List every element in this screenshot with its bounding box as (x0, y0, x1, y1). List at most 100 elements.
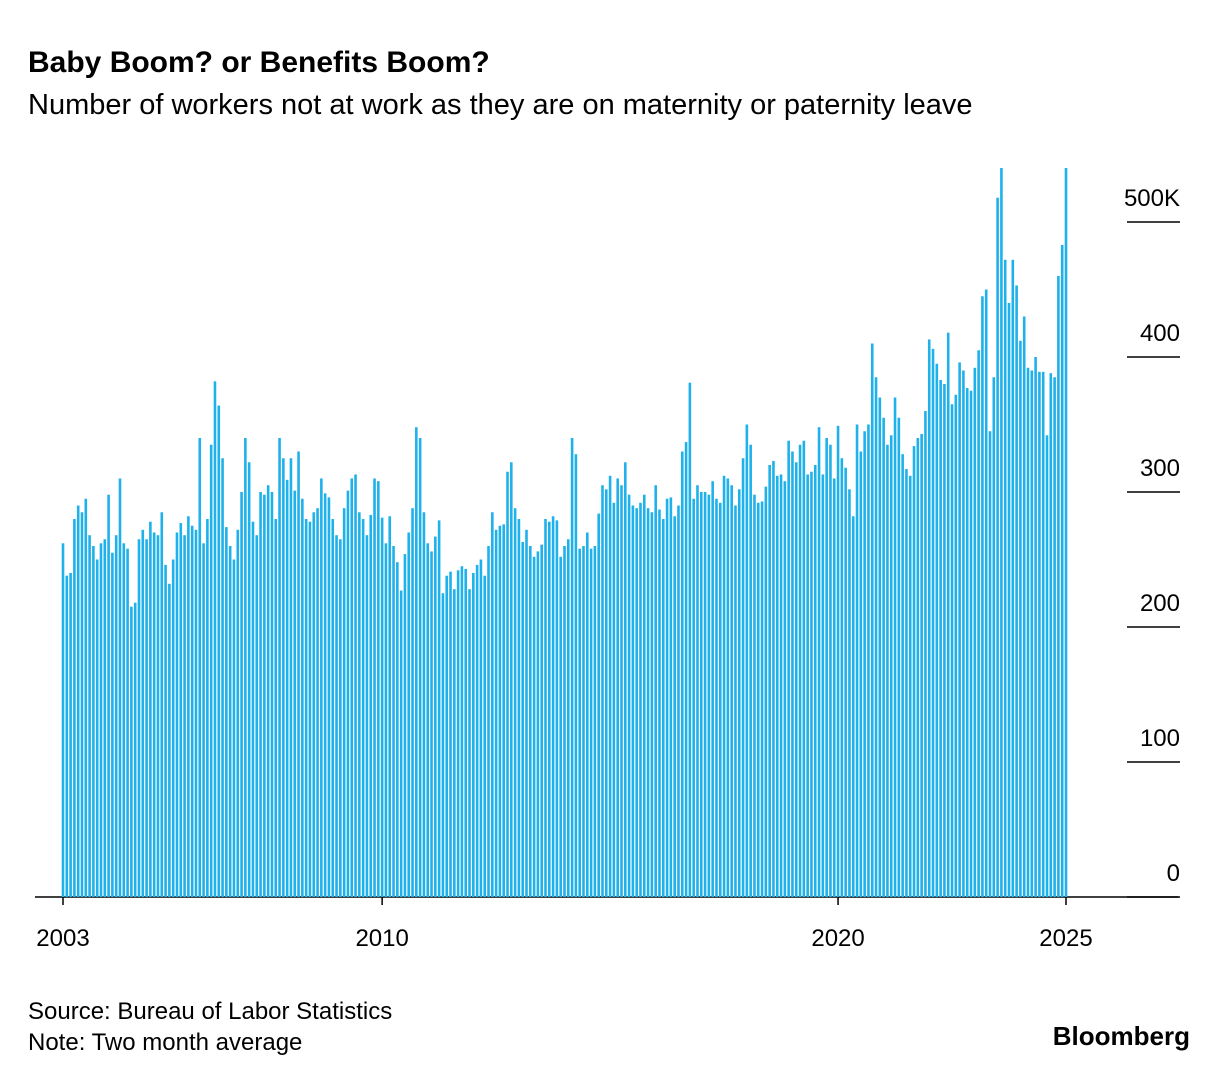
bar (92, 546, 95, 897)
bar (133, 602, 137, 897)
bar (403, 554, 407, 897)
bar (323, 493, 327, 897)
bar (582, 546, 585, 897)
bar (498, 525, 502, 897)
bar (779, 474, 783, 897)
bar (589, 548, 593, 897)
bar (817, 427, 821, 897)
bar (316, 508, 319, 897)
bar (920, 433, 923, 897)
bar (559, 556, 563, 897)
bar (848, 489, 851, 897)
bar (905, 469, 908, 897)
bar (764, 486, 768, 897)
bar (601, 485, 604, 897)
bar (1064, 168, 1068, 897)
bar (282, 458, 285, 897)
bar (874, 377, 878, 897)
bar (825, 438, 828, 897)
bar (646, 508, 650, 897)
bar (118, 478, 122, 897)
bar (718, 502, 722, 897)
bar (981, 296, 984, 897)
bar (696, 485, 699, 897)
bar (73, 519, 76, 897)
bar (244, 438, 247, 897)
bar (228, 546, 232, 897)
bar (631, 505, 635, 897)
bar (992, 377, 996, 897)
bar (878, 397, 882, 897)
bar (958, 362, 961, 897)
bar (202, 543, 205, 897)
bar (304, 519, 308, 897)
bar (84, 498, 88, 897)
bar (703, 492, 707, 897)
bar (939, 379, 942, 897)
bar (544, 519, 547, 897)
bar (791, 451, 794, 897)
bar (152, 532, 156, 897)
bar (859, 451, 863, 897)
bar (555, 520, 559, 897)
bar (130, 606, 133, 897)
bar (1049, 373, 1053, 897)
bar (320, 478, 323, 897)
bar (301, 498, 304, 897)
bar (597, 513, 600, 897)
bar (460, 566, 464, 897)
bar (722, 475, 726, 897)
bar (540, 544, 544, 897)
bar (1057, 276, 1060, 897)
bar (798, 444, 802, 897)
bar (1045, 435, 1049, 897)
bar (521, 541, 525, 897)
bar (943, 384, 946, 897)
y-tick-label: 0 (1167, 860, 1180, 887)
bar (525, 529, 528, 897)
bar (851, 516, 855, 897)
bar (726, 478, 730, 897)
bar (1026, 367, 1030, 897)
bar (563, 546, 566, 897)
bar (912, 446, 916, 897)
bar (965, 388, 969, 897)
bar (673, 516, 676, 897)
chart-subtitle: Number of workers not at work as they ar… (28, 89, 973, 121)
bar (107, 494, 110, 897)
bar (946, 332, 950, 897)
bar (787, 440, 790, 897)
bar (510, 462, 513, 897)
bar (365, 535, 369, 897)
bar (658, 509, 661, 897)
bar (339, 539, 342, 897)
bar (699, 492, 703, 897)
bar (627, 494, 631, 897)
bar (468, 589, 471, 897)
bar (969, 390, 973, 897)
bar (1053, 377, 1056, 897)
bar (1060, 244, 1064, 897)
bar (753, 494, 756, 897)
bar (616, 478, 619, 897)
bar (175, 532, 179, 897)
x-tick-label: 2025 (1039, 925, 1092, 952)
bar (392, 546, 395, 897)
bar (677, 505, 680, 897)
bar (882, 417, 885, 897)
bar (661, 519, 665, 897)
bar (494, 529, 498, 897)
y-tick-label: 100 (1140, 725, 1180, 752)
bar (749, 444, 752, 897)
bar (1034, 357, 1037, 897)
bar (198, 438, 202, 897)
bar (840, 458, 844, 897)
bar (358, 512, 361, 897)
bar (263, 494, 266, 897)
y-tick-label: 300 (1140, 455, 1180, 482)
bar (194, 529, 198, 897)
bar (570, 438, 574, 897)
bar (1003, 259, 1007, 897)
bar (266, 485, 270, 897)
bar (346, 490, 350, 897)
